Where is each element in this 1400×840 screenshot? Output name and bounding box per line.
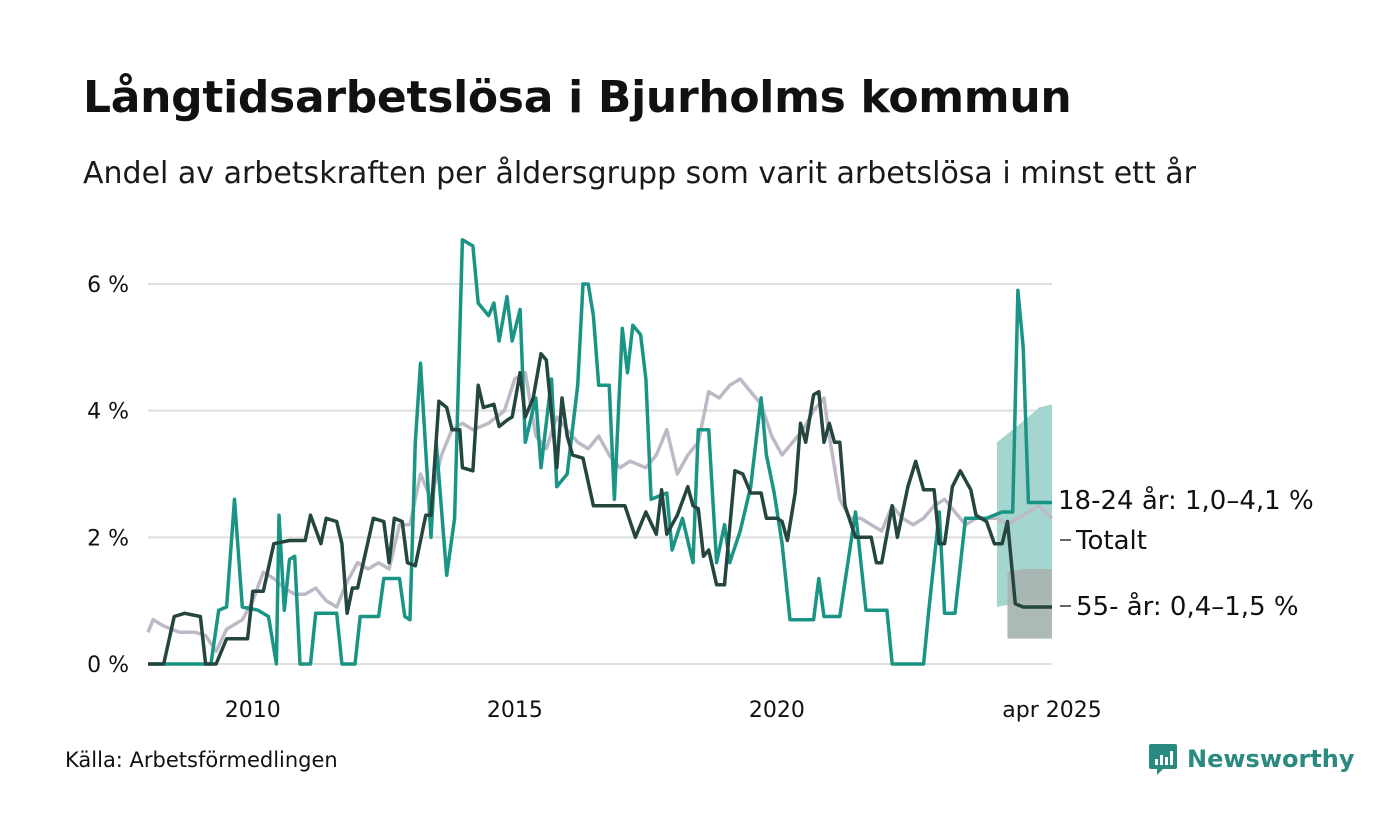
source-note: Källa: Arbetsförmedlingen xyxy=(65,748,338,772)
x-tick-label: 2015 xyxy=(487,698,543,723)
y-tick-label: 4 % xyxy=(87,400,129,425)
series-line-young xyxy=(148,237,1052,666)
x-tick-label: 2010 xyxy=(225,698,281,723)
brand-logo: Newsworthy xyxy=(1148,742,1355,776)
band-old xyxy=(1007,569,1052,639)
y-tick-label: 6 % xyxy=(87,273,129,298)
series-label-young: 18-24 år: 1,0–4,1 % xyxy=(1058,485,1314,516)
chart-subtitle: Andel av arbetskraften per åldersgrupp s… xyxy=(83,156,1196,191)
chart-title: Långtidsarbetslösa i Bjurholms kommun xyxy=(83,72,1072,123)
series-lines xyxy=(146,237,1054,666)
x-tick-label: 2020 xyxy=(749,698,805,723)
newsworthy-icon xyxy=(1149,744,1177,775)
series-labels: Totalt 18-24 år: 1,0–4,1 % 55- år: 0,4–1,5… xyxy=(1058,485,1314,622)
series-label-old: 55- år: 0,4–1,5 % xyxy=(1076,591,1299,622)
series-line-old xyxy=(148,351,1052,666)
brand-name: Newsworthy xyxy=(1187,745,1355,773)
x-tick-label: apr 2025 xyxy=(1002,698,1101,723)
series-label-total: Totalt xyxy=(1075,526,1147,556)
y-tick-label: 2 % xyxy=(87,526,129,551)
y-tick-label: 0 % xyxy=(87,653,129,678)
axis-labels: 0 % 2 % 4 % 6 % 2010 2015 2020 apr 2025 xyxy=(87,273,1102,723)
